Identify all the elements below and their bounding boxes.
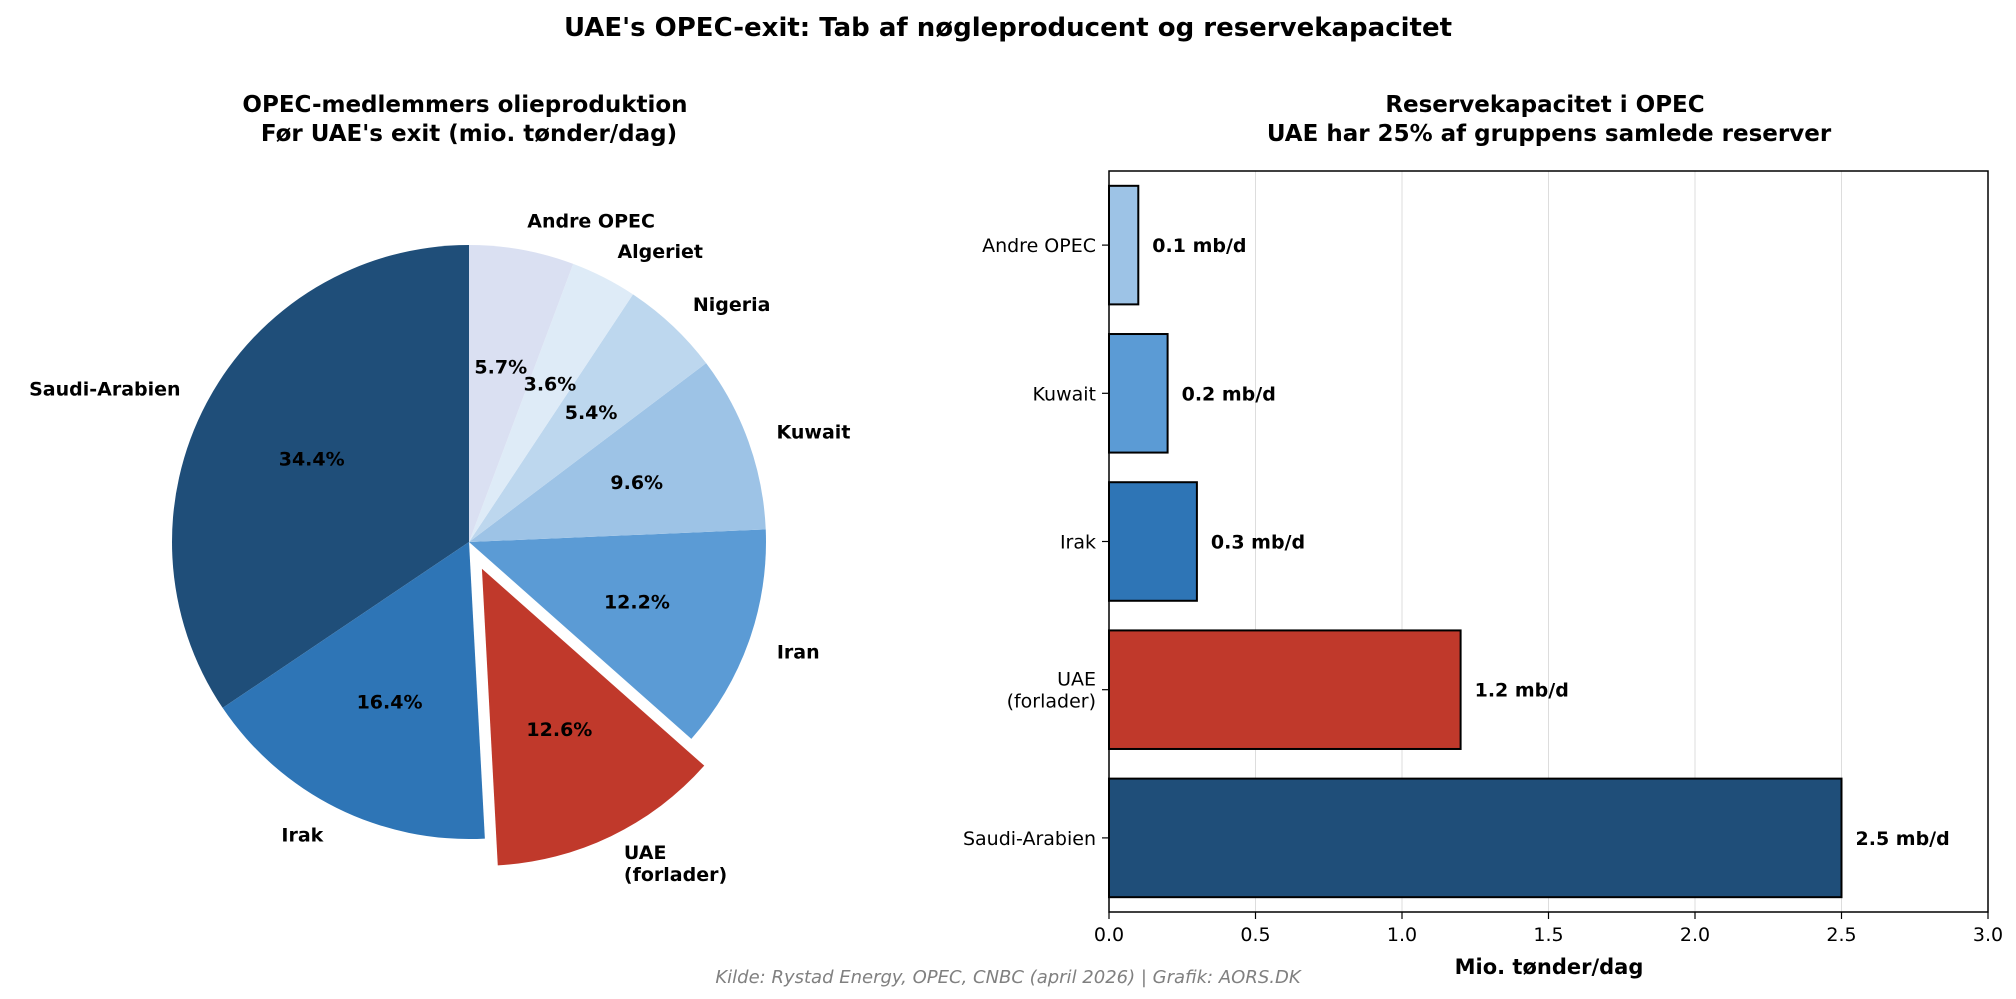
pie-slice-algeriet (469, 263, 633, 542)
pie-label-andre-opec: Andre OPEC (527, 211, 655, 233)
pie-label-nigeria: Nigeria (693, 294, 771, 316)
pie-pct-label-iran: 12.2% (604, 592, 670, 614)
bar-chart-title-line-2: UAE har 25% af gruppens samlede reserver (1267, 121, 1832, 147)
pie-pct-label-nigeria: 5.4% (565, 402, 618, 424)
pie-slice-nigeria (469, 294, 707, 542)
bar-y-tick-label-line: Andre OPEC (982, 235, 1096, 257)
pie-pct-label-irak: 16.4% (357, 691, 423, 713)
bar-value-labels: 2.5 mb/d 1.2 mb/d 0.3 mb/d 0.2 mb/d 0.1 mb/d (1152, 235, 1949, 850)
bar-value-label-uae-forlader: 1.2 mb/d (1475, 680, 1569, 702)
bar-x-tick-label: 1.0 (1387, 924, 1417, 946)
pie-label-line: (forlader) (624, 864, 727, 886)
bar-y-tick-label-line: (forlader) (1007, 691, 1096, 713)
pie-label-saudi-arabien: Saudi-Arabien (29, 379, 180, 401)
bar-y-tick-label-kuwait: Kuwait (1033, 383, 1096, 405)
bar-chart-title: Reservekapacitet i OPEC UAE har 25% af g… (1267, 92, 1832, 147)
bar-y-tick-label-line: Kuwait (1033, 383, 1096, 405)
figure-title: UAE's OPEC-exit: Tab af nøgleproducent o… (564, 13, 1452, 43)
bar-irak (1108, 481, 1198, 602)
bar-x-axis-label: Mio. tønder/dag (1455, 955, 1644, 979)
bar-y-tick-label-andre-opec: Andre OPEC (982, 235, 1096, 257)
pie-slice-irak (222, 542, 485, 839)
bar-andre-opec (1108, 184, 1140, 306)
pie-pct-label-saudi-arabien: 34.4% (279, 448, 345, 470)
bar-y-tick-label-uae-forlader: UAE (forlader) (1007, 669, 1096, 713)
pie-labels: 34.4% Saudi-Arabien 16.4% Irak 12.6% UAE (forl… (29, 211, 850, 886)
pie-pct-label-uae-forlader: 12.6% (526, 719, 592, 741)
bar-chart: Reservekapacitet i OPEC UAE har 25% af g… (963, 92, 2003, 979)
pie-slice-saudi-arabien (172, 245, 469, 708)
pie-slice-kuwait (469, 363, 766, 542)
bar-x-tick-label: 2.0 (1680, 924, 1710, 946)
bar-y-tick-label-line: Saudi-Arabien (963, 828, 1096, 850)
bar-kuwait (1108, 333, 1169, 454)
pie-slice-andre-opec (469, 245, 574, 542)
pie-chart-title-line-1: OPEC-medlemmers olieproduktion (242, 92, 687, 118)
pie-slices (172, 245, 766, 866)
bar-value-label-kuwait: 0.2 mb/d (1182, 383, 1276, 405)
bar-uae-forlader (1108, 629, 1462, 750)
pie-pct-label-kuwait: 9.6% (610, 472, 663, 494)
pie-slice-iran (469, 529, 766, 739)
bar-y-tick-label-line: UAE (1057, 669, 1096, 691)
pie-chart-title: OPEC-medlemmers olieproduktion Før UAE's… (242, 92, 695, 147)
bar-x-tick-label: 3.0 (1973, 924, 2003, 946)
pie-chart-title-line-2: Før UAE's exit (mio. tønder/dag) (261, 121, 677, 147)
pie-chart: OPEC-medlemmers olieproduktion Før UAE's… (29, 92, 850, 886)
bar-value-label-andre-opec: 0.1 mb/d (1152, 235, 1246, 257)
pie-pct-label-algeriet: 3.6% (524, 373, 577, 395)
pie-label-line: Saudi-Arabien (29, 379, 180, 401)
bar-y-tick-label-saudi-arabien: Saudi-Arabien (963, 828, 1096, 850)
bar-x-tick-label: 0.5 (1240, 924, 1270, 946)
pie-label-line: Kuwait (777, 422, 851, 444)
bar-x-tick-label: 2.5 (1826, 924, 1856, 946)
pie-label-line: Iran (777, 641, 820, 663)
bar-y-tick-label-irak: Irak (1060, 532, 1096, 554)
bar-x-tick-label: 1.5 (1533, 924, 1563, 946)
bar-bars (1108, 184, 1843, 899)
source-note: Kilde: Rystad Energy, OPEC, CNBC (april … (715, 967, 1301, 988)
pie-label-uae-forlader: UAE (forlader) (624, 842, 727, 886)
pie-label-line: Irak (281, 824, 323, 846)
pie-slice-uae-forlader (481, 568, 705, 866)
pie-pct-label-andre-opec: 5.7% (474, 357, 527, 379)
pie-label-line: Andre OPEC (527, 211, 655, 233)
bar-chart-title-line-1: Reservekapacitet i OPEC (1385, 92, 1704, 118)
pie-label-irak: Irak (281, 824, 323, 846)
bar-saudi-arabien (1108, 777, 1843, 899)
bar-y-tick-label-line: Irak (1060, 532, 1096, 554)
bar-x-tick-label: 0.0 (1094, 924, 1124, 946)
pie-label-algeriet: Algeriet (617, 241, 703, 263)
pie-label-kuwait: Kuwait (777, 422, 851, 444)
bar-value-label-saudi-arabien: 2.5 mb/d (1856, 828, 1950, 850)
bar-x-axis: 0.0 0.5 1.0 1.5 2.0 2.5 3.0 (1094, 912, 2003, 946)
pie-label-line: Nigeria (693, 294, 771, 316)
pie-label-iran: Iran (777, 641, 820, 663)
pie-label-line: Algeriet (617, 241, 703, 263)
bar-value-label-irak: 0.3 mb/d (1211, 532, 1305, 554)
bar-y-axis: Saudi-Arabien UAE (forlader) Irak Kuwait Andr… (963, 235, 1109, 850)
pie-label-line: UAE (624, 842, 667, 864)
